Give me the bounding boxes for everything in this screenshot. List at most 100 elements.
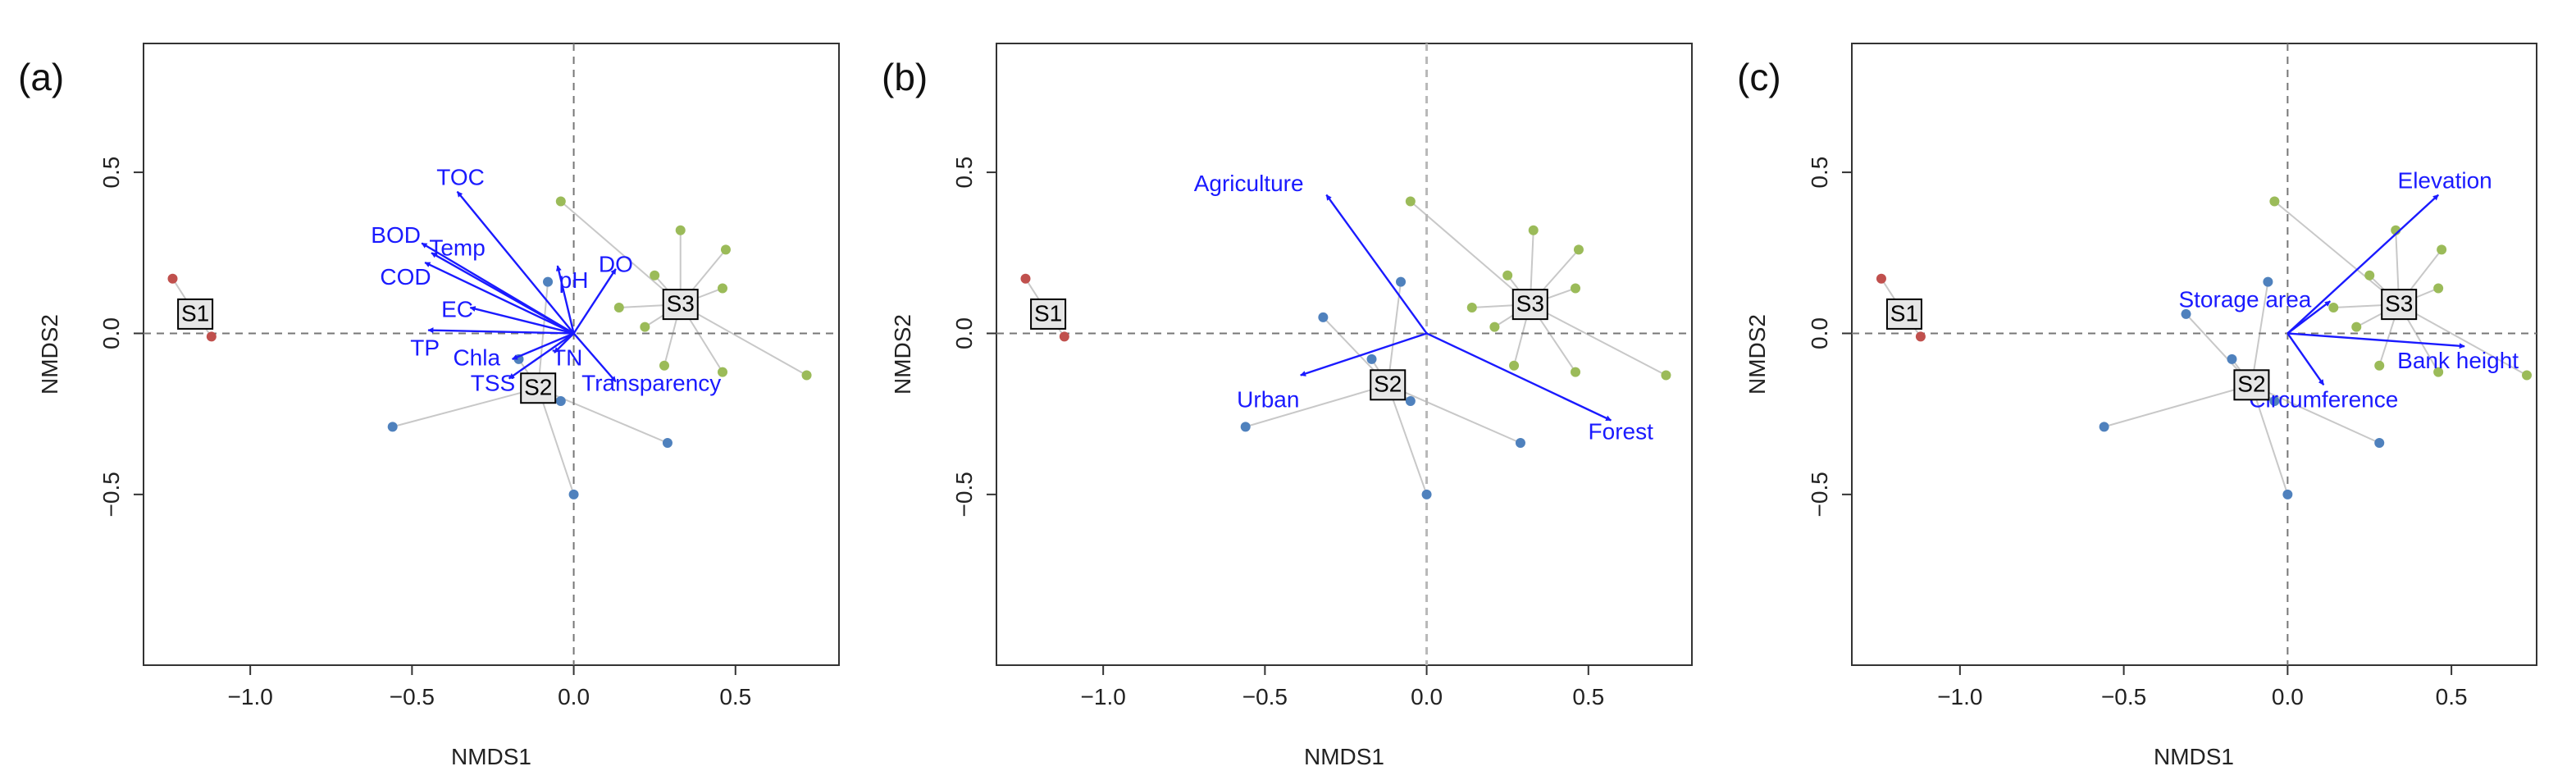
site-point-s3 — [650, 270, 660, 281]
site-point-s3 — [1661, 370, 1671, 381]
y-tick-label: 0.5 — [1807, 157, 1832, 189]
vector-arrow-cod — [424, 261, 575, 335]
vector-label-toc: TOC — [436, 164, 485, 189]
vector-label-ec: EC — [441, 296, 473, 322]
site-point-s3 — [718, 283, 728, 294]
site-point-s3 — [720, 244, 731, 255]
centroid-box-s3 — [1511, 289, 1548, 321]
site-point-s3 — [1489, 322, 1500, 332]
x-axis-label: NMDS1 — [2154, 744, 2234, 769]
spider-line-s3 — [1410, 200, 1531, 305]
vector-label-storage-area: Storage area — [2178, 287, 2311, 312]
site-point-s3 — [2433, 283, 2444, 294]
site-point-s2 — [387, 422, 398, 432]
y-tick-label: 0.0 — [1807, 317, 1832, 349]
site-point-s3 — [1528, 225, 1539, 235]
x-axis-label: NMDS1 — [451, 744, 531, 769]
site-point-s2 — [2269, 395, 2280, 406]
spider-line-s2 — [537, 281, 549, 389]
x-tick-label: 0.5 — [2436, 684, 2468, 709]
site-point-s3 — [2269, 196, 2280, 207]
plot-frame — [1851, 43, 2537, 666]
centroid-box-s1 — [1885, 298, 1922, 330]
site-point-s3 — [2364, 270, 2375, 281]
centroid-label-s3: S3 — [1516, 291, 1544, 317]
spider-line-s2 — [1387, 384, 1428, 495]
site-point-s2 — [1405, 395, 1416, 406]
vector-arrow-urban — [1300, 332, 1427, 376]
x-tick-label: 0.5 — [1572, 684, 1604, 709]
vector-arrow-circumference — [2286, 332, 2325, 385]
x-axis-label: NMDS1 — [1304, 744, 1384, 769]
site-point-s2 — [1421, 489, 1432, 499]
site-point-s3 — [555, 196, 566, 207]
vector-arrow-ph — [555, 265, 575, 334]
y-tick-label: 0.5 — [951, 157, 977, 189]
site-point-s2 — [2282, 489, 2293, 499]
panel-c: (c) Elevation Storage area Bank height Circ… — [1737, 43, 2537, 769]
vector-label-chla: Chla — [453, 344, 500, 370]
y-tick-label: 0.5 — [98, 157, 124, 189]
site-point-s3 — [613, 303, 624, 313]
site-point-s2 — [1515, 438, 1525, 449]
site-point-s2 — [555, 395, 566, 406]
y-tick-label: −0.5 — [98, 472, 124, 517]
centroid-box-s3 — [2381, 289, 2418, 321]
plot-frame — [996, 43, 1693, 666]
site-point-s2 — [1396, 276, 1407, 287]
spider-line-s2 — [537, 387, 668, 444]
site-point-s3 — [1571, 367, 1581, 377]
panel-label: (c) — [1737, 56, 1781, 98]
centroid-label-s1: S1 — [181, 300, 209, 326]
site-point-s2 — [2263, 276, 2273, 287]
site-point-s3 — [1502, 270, 1513, 281]
vector-label-temp: Temp — [429, 235, 485, 261]
centroid-label-s1: S1 — [1890, 300, 1918, 326]
centroid-label-s1: S1 — [1034, 300, 1062, 326]
site-point-s1 — [206, 331, 217, 342]
vector-arrow-toc — [456, 190, 575, 335]
spider-line-s2 — [2250, 384, 2289, 495]
vector-arrow-storage-area — [2286, 300, 2332, 335]
vector-label-tn: TN — [552, 344, 582, 370]
x-tick-label: −0.5 — [2101, 684, 2146, 709]
site-point-s1 — [1876, 273, 1886, 284]
centroid-label-s3: S3 — [667, 291, 695, 317]
site-point-s3 — [2351, 322, 2362, 332]
vector-label-bank-height: Bank height — [2397, 348, 2519, 373]
site-point-s3 — [659, 360, 670, 371]
site-point-s3 — [2522, 370, 2533, 381]
x-tick-label: 0.0 — [2272, 684, 2304, 709]
panel-label: (b) — [882, 56, 928, 98]
site-point-s3 — [2433, 367, 2444, 377]
vector-label-forest: Forest — [1589, 419, 1654, 445]
vector-label-elevation: Elevation — [2398, 167, 2492, 193]
centroid-box-s2 — [2233, 369, 2270, 401]
site-point-s2 — [2181, 308, 2191, 319]
site-point-s3 — [1571, 283, 1581, 294]
vector-label-bod: BOD — [371, 222, 421, 248]
spider-line-s3 — [2273, 200, 2400, 305]
centroid-box-s1 — [177, 298, 214, 330]
centroid-box-s3 — [662, 289, 699, 321]
vector-arrow-temp — [431, 252, 575, 335]
centroid-box-s1 — [1030, 298, 1067, 330]
site-point-s2 — [662, 438, 672, 449]
vector-arrow-transparency — [572, 332, 617, 383]
y-axis-label: NMDS2 — [1744, 314, 1770, 395]
spider-line-s2 — [392, 387, 539, 428]
spider-line-s2 — [1387, 384, 1521, 444]
site-point-s2 — [543, 276, 554, 287]
site-point-s2 — [1318, 312, 1329, 322]
site-point-s1 — [167, 273, 178, 284]
centroid-label-s2: S2 — [524, 375, 552, 400]
site-point-s2 — [2374, 438, 2385, 449]
site-point-s3 — [2437, 244, 2447, 255]
site-point-s2 — [1240, 422, 1251, 432]
x-tick-label: 0.0 — [1411, 684, 1443, 709]
site-point-s2 — [2227, 354, 2237, 364]
panel-b: (b) Agriculture Urban Forest S1 S2 S3 −1.0 −0… — [882, 43, 1693, 769]
vector-arrow-do — [572, 268, 617, 335]
